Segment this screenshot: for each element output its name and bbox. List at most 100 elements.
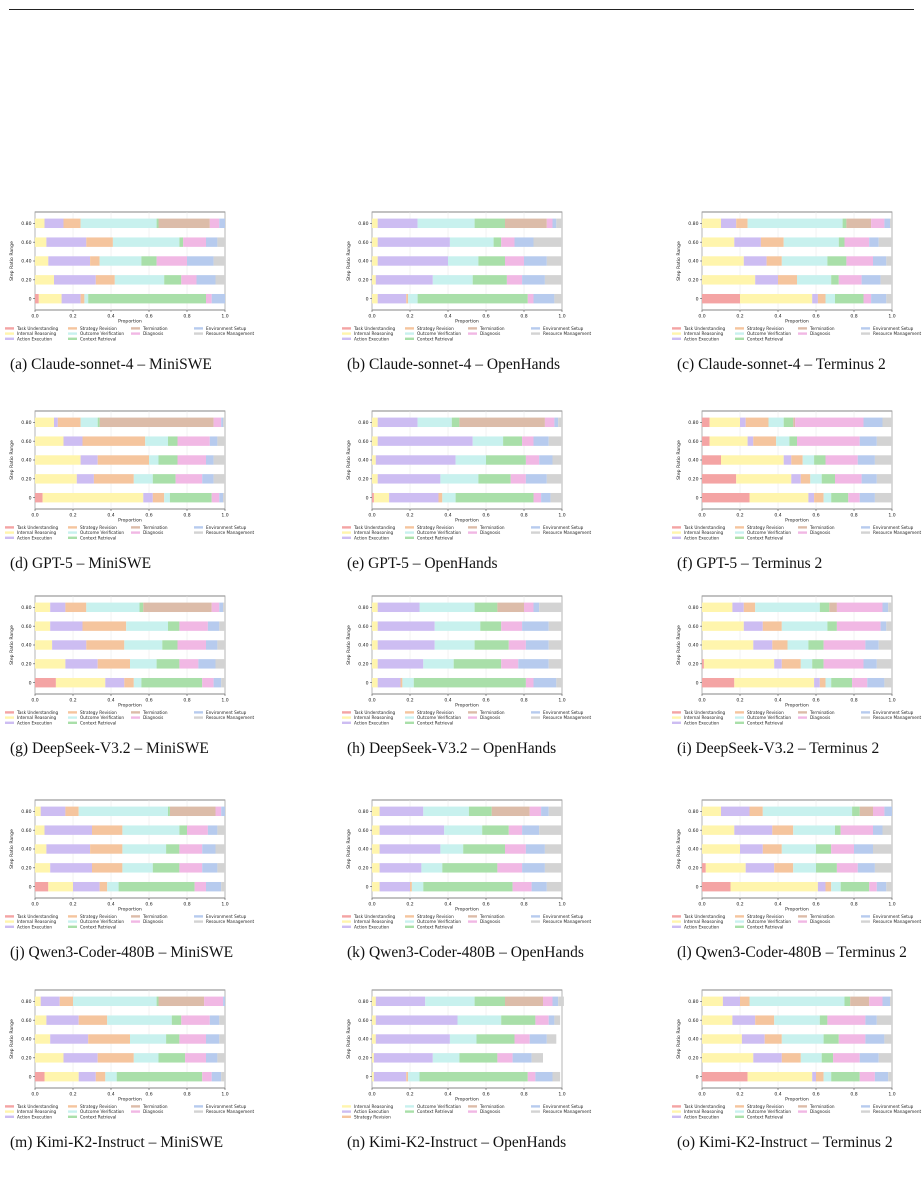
bar-segment-diagnosis [506,275,523,285]
stacked-bar-chart: 0.0 0.2 0.4 0.6 0.8 1.0 Proportion Step Ratio R… [342,799,591,929]
y-tick-label: 0 [29,1074,32,1080]
bar-segment-outcome-verification [99,256,142,266]
bar-segment-context-retrieval [814,455,826,465]
bar-segment-action-execution [817,881,826,892]
bar-segment-resource-management [544,844,562,854]
bar-segment-internal-reasoning [372,293,378,304]
legend-label: Termination [479,710,505,715]
legend-swatch [405,920,414,923]
legend-swatch [672,1105,681,1108]
bar-segment-context-retrieval [97,417,100,428]
x-tick-label: 0.4 [107,314,114,320]
bar-segment-task-understanding [702,436,710,446]
legend-label: Strategy Revision [417,525,454,530]
bar-segment-outcome-verification [781,844,816,854]
x-tick-label: 0.2 [406,698,413,704]
y-tick-label: 0.60 [688,439,698,445]
legend-swatch [131,327,140,330]
bar-segment-strategy-revision [92,825,123,835]
x-tick-label: 1.0 [888,902,895,908]
bar-segment-action-execution [377,436,473,446]
bar-segment-context-retrieval [827,621,837,631]
bar-segment-environment-setup [202,474,214,484]
y-tick-label: 0.40 [358,847,368,853]
legend-label: Task Understanding [16,1104,59,1109]
bar-segment-context-retrieval [156,659,180,669]
stacked-bar-chart: 0.0 0.2 0.4 0.6 0.8 1.0 Proportion Step Ratio R… [342,410,591,540]
bar-segment-resource-management [890,218,892,229]
legend-swatch [531,711,540,714]
bar-segment-internal-reasoning [705,863,746,873]
legend-label: Context Retrieval [417,924,453,929]
bar-segment-context-retrieval [468,806,492,817]
bar-segment-action-execution [745,863,775,873]
bar-segment-environment-setup [187,256,214,266]
legend-label: Task Understanding [353,914,396,919]
bar-segment-diagnosis [797,436,860,446]
x-tick-label: 0.0 [698,314,705,320]
y-tick-label: 0.40 [21,458,31,464]
legend-swatch [798,1105,807,1108]
bar-segment-environment-setup [213,677,222,688]
legend-label: Action Execution [684,720,719,725]
legend-label: Internal Reasoning [684,530,724,535]
bar-segment-internal-reasoning [38,293,62,304]
bar-segment-diagnosis [848,492,860,503]
y-tick-label: 0 [366,1074,369,1080]
bar-segment-internal-reasoning [372,455,376,465]
legend-swatch [131,716,140,719]
bar-segment-diagnosis [544,417,555,428]
y-tick-label: 0.80 [21,221,31,227]
bar-segment-resource-management [548,640,562,650]
y-tick-label: 0.40 [688,847,698,853]
x-tick-label: 0.4 [774,314,781,320]
chart-panel: 0.0 0.2 0.4 0.6 0.8 1.0 Proportion Step Ratio R… [342,986,642,1151]
legend-label: Resource Management [206,919,254,924]
bar-segment-diagnosis [177,640,206,650]
x-tick-label: 0.4 [774,513,781,519]
y-tick-label: 0.40 [21,643,31,649]
subfigure-caption: (l) Qwen3-Coder-480B – Terminus 2 [677,944,907,961]
bar-segment-environment-setup [554,417,559,428]
bar-segment-environment-setup [219,492,224,503]
bar-segment-internal-reasoning [35,996,41,1007]
bar-segment-context-retrieval [168,621,180,631]
bar-segment-internal-reasoning [372,806,380,817]
bar-segment-resource-management [556,218,562,229]
bar-segment-resource-management [876,659,892,669]
y-tick-label: 0 [696,680,699,686]
bar-segment-internal-reasoning [35,436,64,446]
bar-segment-resource-management [546,256,562,266]
x-axis-label: Proportion [118,1097,142,1103]
legend-label: Task Understanding [353,710,396,715]
bar-segment-diagnosis [869,996,883,1007]
legend-swatch [861,332,870,335]
bar-segment-strategy-revision [90,844,123,854]
legend-swatch [68,1115,77,1118]
bar-segment-outcome-verification [122,863,153,873]
subfigure-caption: (d) GPT-5 – MiniSWE [10,555,152,572]
bar-segment-outcome-verification [440,844,464,854]
legend-swatch [405,337,414,340]
legend-label: Termination [142,326,168,331]
y-tick-label: 0.80 [21,605,31,611]
bar-segment-strategy-revision [774,863,794,873]
legend-label: Environment Setup [206,710,247,715]
bar-segment-outcome-verification [114,275,165,285]
bar-segment-resource-management [533,237,562,247]
bar-segment-context-retrieval [442,863,498,873]
legend-label: Outcome Verification [80,530,124,535]
bar-segment-diagnosis [213,417,222,428]
bar-segment-action-execution [377,640,435,650]
bar-segment-diagnosis [156,256,187,266]
bar-segment-internal-reasoning [709,436,748,446]
legend-label: Termination [479,914,505,919]
bar-segment-action-execution [40,996,60,1007]
bar-segment-resource-management [223,417,225,428]
legend-label: Strategy Revision [747,525,784,530]
bar-segment-outcome-verification [810,474,822,484]
bar-segment-internal-reasoning [372,417,378,428]
legend-label: Task Understanding [683,710,726,715]
bar-segment-context-retrieval [152,474,176,484]
bar-segment-diagnosis [206,293,212,304]
